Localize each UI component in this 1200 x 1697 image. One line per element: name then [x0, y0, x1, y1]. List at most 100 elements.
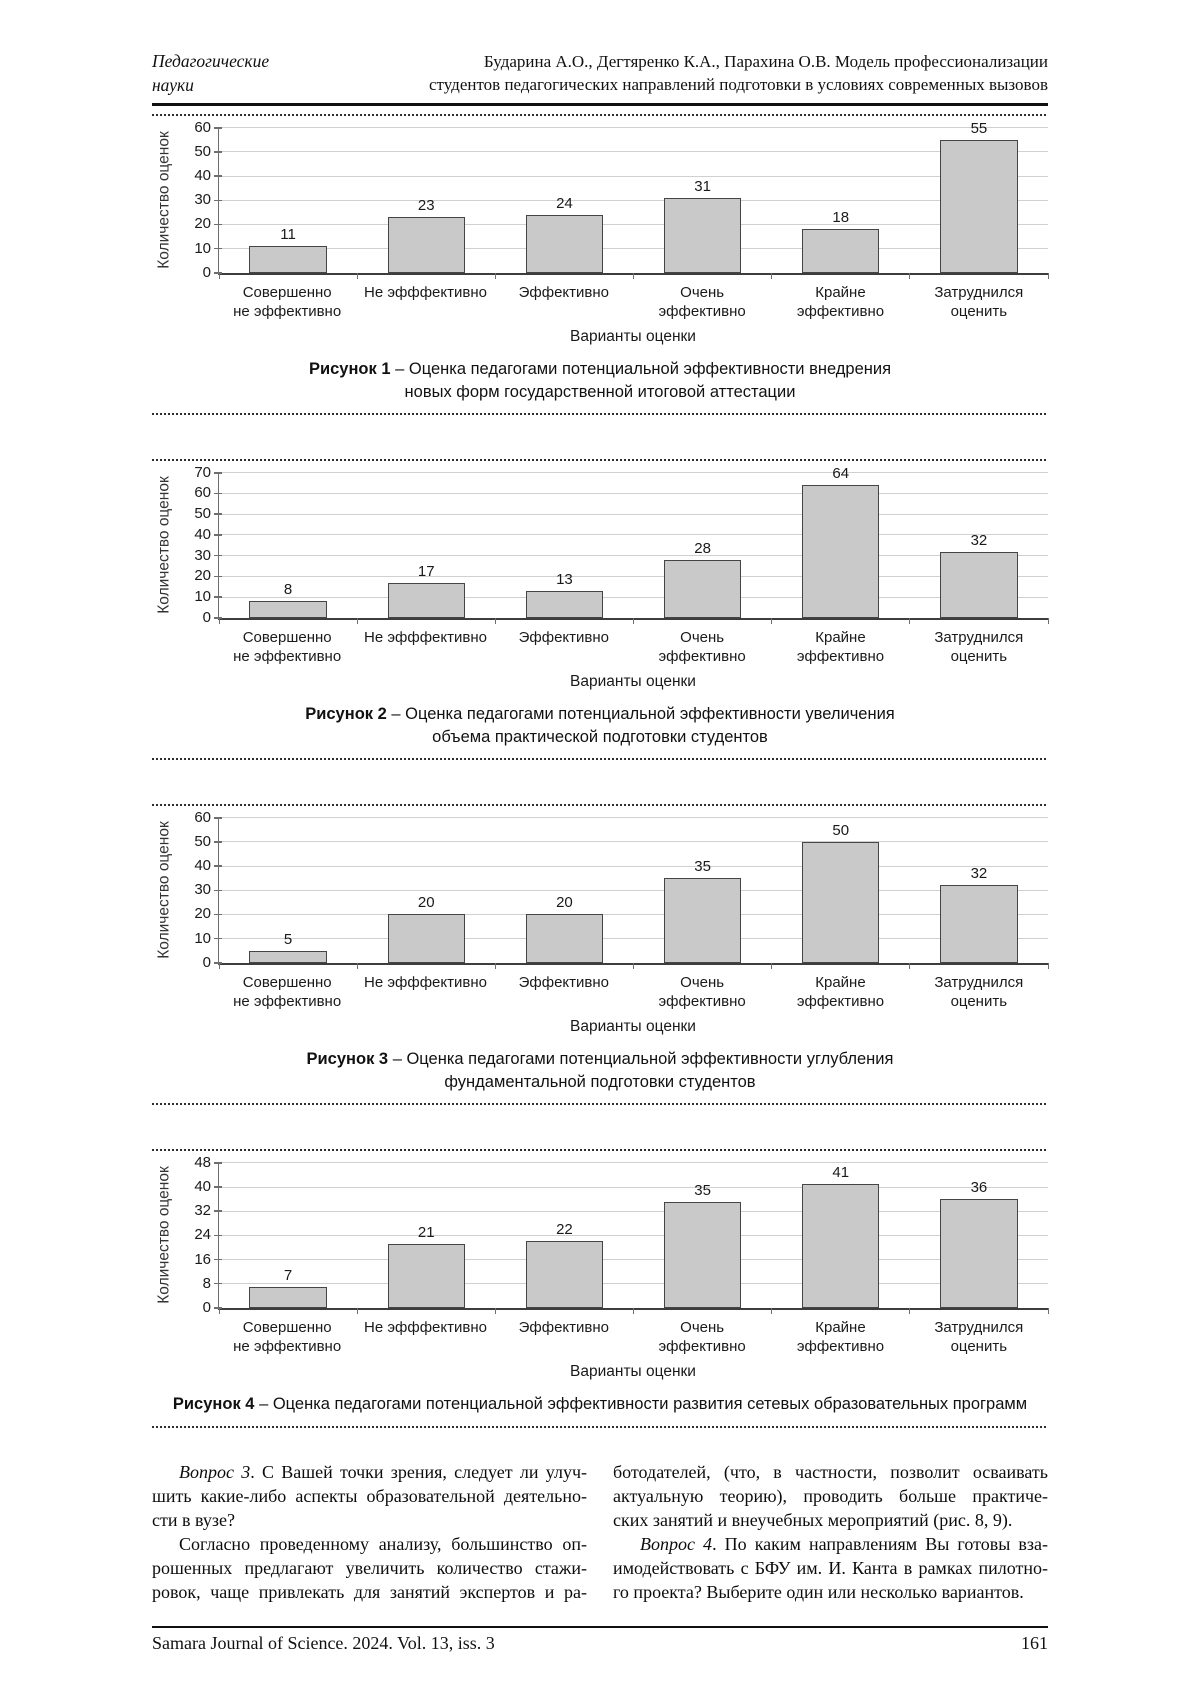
running-head-line2: студентов педагогических направлений под…	[428, 75, 1048, 95]
gridline	[219, 472, 1048, 474]
x-tick-mark	[771, 617, 773, 624]
gridline	[219, 1259, 1048, 1260]
chart-row: Количество оценок 0 10 20 30 40 50 60 70 8 17 13 28 6…	[152, 464, 1049, 692]
gridline	[219, 841, 1048, 843]
category-slot: 64	[772, 465, 910, 618]
chart-row: Количество оценок 0 10 20 30 40 50 60 5 20 20 35 50 3…	[152, 809, 1049, 1037]
figure-label: Рисунок 1	[308, 360, 391, 379]
x-tick-mark	[218, 962, 220, 969]
y-tick-mark	[214, 865, 222, 867]
y-tick-label: 10	[194, 929, 211, 947]
y-tick-mark	[214, 272, 222, 274]
section-divider	[152, 1102, 1048, 1105]
y-tick-mark	[214, 1258, 222, 1261]
category-slot: 5	[219, 818, 357, 963]
bar-chart-figure-4: Количество оценок 0 8 16 24 32 40 48 7 21 22 35 41 36…	[152, 1154, 1049, 1382]
y-tick-label: 8	[202, 1274, 211, 1292]
y-tick-mark	[214, 151, 222, 153]
bar	[387, 582, 465, 618]
y-tick-mark	[214, 1186, 222, 1188]
figure-block-3: Количество оценок 0 10 20 30 40 50 60 5 20 20 35 50 3…	[152, 803, 1049, 1105]
y-tick-mark	[214, 913, 222, 916]
gridline	[219, 913, 1048, 915]
y-tick-label: 40	[194, 167, 211, 185]
y-tick-label: 10	[194, 588, 211, 606]
y-tick-mark	[214, 534, 222, 536]
y-axis-title-col: Количество оценок	[152, 818, 178, 963]
bar-value-label: 28	[694, 539, 711, 557]
gridline	[219, 817, 1048, 819]
x-tick-label: Очень эффективно	[658, 973, 746, 1010]
bar	[387, 1244, 465, 1308]
y-tick-label: 10	[194, 239, 211, 257]
bar	[525, 590, 604, 618]
x-axis-title: Варианты оценки	[570, 1363, 696, 1381]
x-tick-labels: Совершенно не эффективно Не эфффективно Эфф…	[218, 629, 1048, 667]
question-lead: Вопрос 4	[640, 1533, 713, 1554]
y-tick-label: 20	[194, 905, 211, 923]
body-text-line: имодействовать с БФУ им. И. Канта в рамк…	[613, 1558, 1048, 1579]
x-tick-mark	[771, 1307, 773, 1314]
x-tick-label: Совершенно не эффективно	[233, 628, 342, 665]
x-tick-label: Крайне эффективно	[796, 283, 885, 320]
x-tick-label: Эффективно	[518, 283, 610, 301]
bar	[387, 914, 465, 963]
bars-row: 8 17 13 28 64 32	[219, 465, 1048, 618]
gridline	[219, 127, 1048, 129]
y-tick-mark	[214, 247, 222, 250]
bar-value-label: 41	[832, 1164, 850, 1181]
plot-area: 7 21 22 35 41 36	[214, 1162, 1049, 1314]
x-tick-mark	[494, 272, 496, 279]
x-tick-mark	[218, 617, 220, 624]
body-text-line: го проекта? Выберите один или несколько …	[613, 1582, 1024, 1603]
figure-1-caption: Рисунок 1 – Оценка педагогами потенциаль…	[308, 360, 892, 401]
x-tick-labels: Совершенно не эффективно Не эфффективно Эфф…	[218, 1319, 1048, 1357]
category-slot: 32	[910, 473, 1048, 618]
gridline	[219, 492, 1048, 494]
y-tick-label: 32	[194, 1202, 211, 1220]
chart-row: Количество оценок 0 10 20 30 40 50 60 11 23 24 31 18…	[152, 119, 1049, 347]
y-tick-labels: 0 8 16 24 32 40 48	[178, 1154, 218, 1316]
x-tick-label: Затруднился оценить	[934, 973, 1024, 1010]
bar-value-label: 7	[283, 1266, 293, 1284]
x-tick-label: Совершенно не эффективно	[233, 1318, 342, 1355]
y-tick-mark	[214, 199, 222, 201]
category-slot: 36	[910, 1163, 1048, 1308]
bar-value-label: 8	[283, 581, 293, 599]
bar-value-label: 17	[417, 562, 435, 580]
bar-value-label: 11	[280, 226, 296, 244]
bar-value-label: 20	[556, 894, 573, 912]
y-tick-label: 0	[202, 1298, 211, 1316]
body-text-line: сти в вузе?	[152, 1509, 235, 1530]
category-slot: 11	[219, 128, 357, 273]
section-title-line2: науки	[152, 74, 194, 95]
running-head-line1: Бударина А.О., Дегтяренко К.А., Парахина…	[483, 52, 1048, 71]
x-tick-label: Эффективно	[518, 628, 610, 646]
bar	[940, 139, 1018, 273]
y-tick-mark	[214, 937, 222, 940]
y-axis-title-col: Количество оценок	[152, 128, 178, 273]
header-rule	[152, 103, 1048, 106]
plot-column: 11 23 24 31 18 55 Совершенно не эффективно Не эф…	[214, 120, 1049, 347]
x-axis-title: Варианты оценки	[570, 673, 696, 691]
y-tick-label: 30	[194, 546, 211, 564]
x-tick-label: Совершенно не эффективно	[233, 973, 342, 1010]
y-tick-label: 20	[194, 567, 211, 585]
section-divider	[152, 757, 1048, 760]
category-slot: 20	[357, 818, 495, 963]
x-tick-mark	[1047, 1307, 1049, 1314]
bar	[387, 217, 465, 273]
category-slot: 13	[495, 473, 633, 618]
bar-value-label: 21	[417, 1224, 435, 1242]
body-text-line: Вопрос 3. С Вашей точки зрения, следует …	[179, 1461, 588, 1482]
bar-value-label: 31	[694, 177, 711, 195]
body-text-line: ских занятий и внеучебных мероприятий (р…	[613, 1509, 1013, 1530]
x-tick-mark	[633, 272, 634, 279]
y-tick-label: 50	[194, 505, 211, 523]
x-tick-labels: Совершенно не эффективно Не эфффективно Эфф…	[218, 974, 1048, 1012]
y-tick-mark	[214, 1162, 222, 1164]
x-tick-mark	[356, 1307, 358, 1314]
gridline	[219, 223, 1048, 225]
section-divider	[152, 412, 1048, 415]
y-tick-mark	[214, 175, 222, 177]
